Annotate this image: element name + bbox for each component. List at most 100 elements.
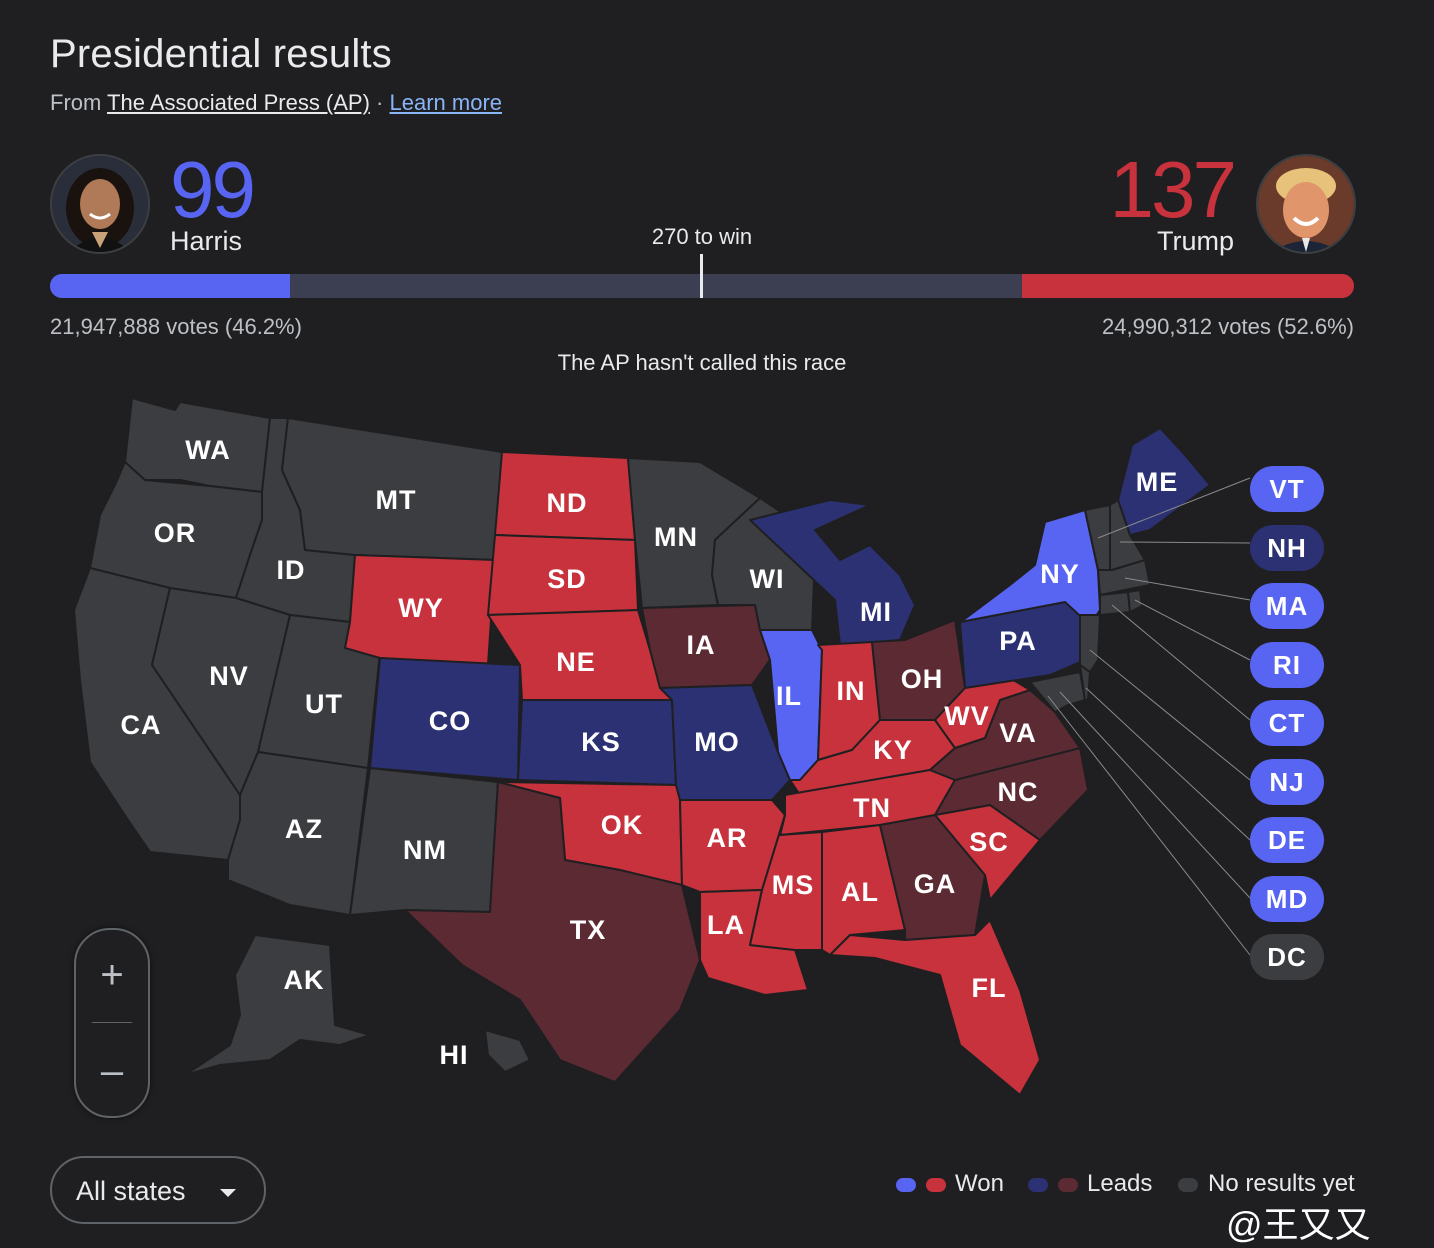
- state-labels: WA OR CA ID NV MT UT AZ WY CO NM ND SD N…: [121, 435, 1179, 1070]
- state-label-TN: TN: [853, 793, 891, 823]
- state-label-PA: PA: [999, 626, 1037, 656]
- state-label-IN: IN: [837, 676, 866, 706]
- state-label-GA: GA: [914, 869, 957, 899]
- state-pill-VT[interactable]: VT: [1250, 466, 1324, 512]
- page-title: Presidential results: [50, 32, 392, 76]
- state-label-NM: NM: [403, 835, 447, 865]
- state-AK[interactable]: [184, 934, 371, 1076]
- separator: ·: [369, 90, 390, 115]
- harris-name: Harris: [170, 226, 242, 256]
- state-label-ND: ND: [547, 488, 588, 518]
- leader-lines: [1047, 477, 1251, 956]
- states-filter-label: All states: [76, 1176, 186, 1206]
- harris-popular-votes: 21,947,888 votes (46.2%): [50, 314, 302, 339]
- state-FL[interactable]: [829, 919, 1041, 1096]
- state-label-KY: KY: [873, 735, 913, 765]
- state-label-CO: CO: [429, 706, 472, 736]
- dropdown-caret-icon: [220, 1189, 236, 1197]
- state-label-VA: VA: [999, 718, 1037, 748]
- legend-dem-won-dot: [896, 1178, 916, 1192]
- zoom-control: + –: [74, 928, 150, 1118]
- trump-avatar: [1256, 154, 1356, 254]
- state-label-AZ: AZ: [285, 814, 323, 844]
- state-label-NV: NV: [209, 661, 249, 691]
- zoom-in-button[interactable]: +: [100, 953, 124, 997]
- source-link[interactable]: The Associated Press (AP): [107, 90, 370, 115]
- legend-leads-label: Leads: [1087, 1170, 1153, 1197]
- state-label-KS: KS: [581, 727, 621, 757]
- legend-no-results-label: No results yet: [1208, 1170, 1355, 1197]
- state-MI[interactable]: [749, 499, 916, 646]
- legend-rep-leads-dot: [1058, 1178, 1078, 1192]
- learn-more-link[interactable]: Learn more: [389, 90, 503, 115]
- state-pill-RI[interactable]: RI: [1250, 641, 1324, 688]
- state-label-WA: WA: [185, 435, 231, 465]
- state-label-UT: UT: [305, 689, 343, 719]
- state-label-AL: AL: [841, 877, 879, 907]
- trump-electoral-votes: 137: [1109, 145, 1237, 234]
- legend-won-label: Won: [955, 1170, 1004, 1197]
- state-label-CA: CA: [121, 710, 162, 740]
- zoom-divider: [92, 1022, 132, 1023]
- state-label-NY: NY: [1040, 559, 1080, 589]
- zoom-out-button[interactable]: –: [100, 1049, 124, 1093]
- state-label-WY: WY: [398, 593, 444, 623]
- state-RI[interactable]: [1127, 589, 1143, 613]
- legend-rep-won-dot: [926, 1178, 946, 1192]
- source-prefix: From: [50, 90, 108, 115]
- state-HI[interactable]: [484, 1029, 531, 1073]
- race-status: The AP hasn't called this race: [557, 350, 847, 375]
- state-pill-DE[interactable]: DE: [1250, 817, 1324, 863]
- state-label-NE: NE: [556, 647, 596, 677]
- state-pill-NH[interactable]: NH: [1250, 524, 1324, 571]
- state-MA[interactable]: [1097, 559, 1151, 596]
- state-label-OH: OH: [901, 664, 944, 694]
- state-DE[interactable]: [1079, 664, 1091, 701]
- source-line: From The Associated Press (AP) · Learn m…: [50, 90, 502, 116]
- state-label-MO: MO: [694, 727, 740, 757]
- state-label-FL: FL: [972, 973, 1007, 1003]
- state-label-LA: LA: [707, 910, 745, 940]
- state-label-WV: WV: [944, 701, 990, 731]
- state-label-TX: TX: [570, 915, 607, 945]
- state-label-MN: MN: [654, 522, 698, 552]
- harris-electoral-votes: 99: [170, 145, 256, 234]
- trump-popular-votes: 24,990,312 votes (52.6%): [1102, 314, 1354, 339]
- harris-progress-fill: [50, 274, 290, 298]
- state-label-OK: OK: [601, 810, 644, 840]
- state-label-WI: WI: [750, 564, 785, 594]
- state-label-IL: IL: [776, 681, 802, 711]
- state-CT[interactable]: [1099, 591, 1131, 616]
- watermark: @王又又: [1226, 1204, 1371, 1245]
- state-pill-MD[interactable]: MD: [1250, 875, 1324, 922]
- state-label-MS: MS: [772, 870, 815, 900]
- state-label-AR: AR: [707, 823, 748, 853]
- state-TX[interactable]: [404, 781, 701, 1083]
- state-label-MI: MI: [860, 597, 892, 627]
- threshold-marker: [700, 254, 703, 298]
- us-map: WA OR CA ID NV MT UT AZ WY CO NM ND SD N…: [73, 397, 1251, 1096]
- state-pill-DC[interactable]: DC: [1250, 934, 1324, 980]
- state-label-OR: OR: [154, 518, 197, 548]
- state-pill-MA[interactable]: MA: [1250, 583, 1324, 629]
- state-label-HI: HI: [440, 1040, 469, 1070]
- states-filter-dropdown[interactable]: All states: [50, 1156, 266, 1224]
- harris-avatar: [50, 154, 150, 254]
- state-pill-NJ[interactable]: NJ: [1250, 758, 1324, 805]
- state-NJ[interactable]: [1079, 614, 1101, 681]
- state-label-IA: IA: [687, 630, 716, 660]
- state-AZ[interactable]: [227, 751, 369, 916]
- legend-dem-leads-dot: [1028, 1178, 1048, 1192]
- threshold-label: 270 to win: [651, 224, 753, 249]
- state-MD[interactable]: [1029, 671, 1086, 713]
- state-pill-CT[interactable]: CT: [1250, 700, 1324, 746]
- trump-name: Trump: [1156, 226, 1234, 256]
- state-label-MT: MT: [376, 485, 417, 515]
- legend-no-results-dot: [1178, 1178, 1198, 1192]
- state-label-SC: SC: [969, 827, 1009, 857]
- state-label-ID: ID: [277, 555, 306, 585]
- state-label-ME: ME: [1136, 467, 1179, 497]
- state-label-NC: NC: [998, 777, 1039, 807]
- trump-progress-fill: [1022, 274, 1354, 298]
- state-label-AK: AK: [284, 965, 325, 995]
